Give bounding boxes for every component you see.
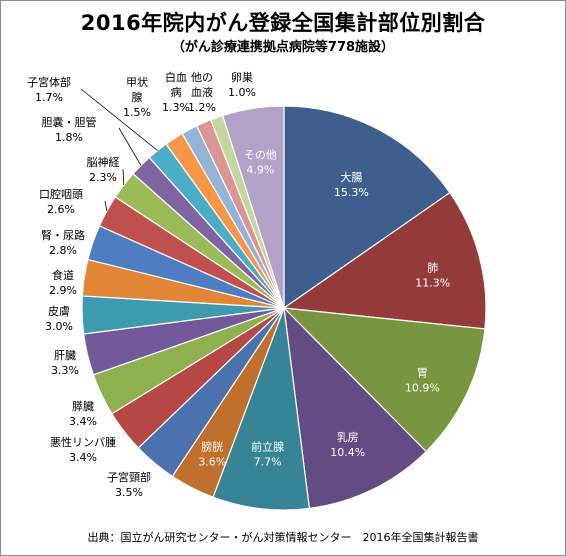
slice-value-label: 2.3% xyxy=(89,171,117,184)
pie-slice xyxy=(221,105,285,309)
chart-title: 2016年院内がん登録全国集計部位別割合 xyxy=(80,11,486,35)
slice-label: 乳房 10.4% xyxy=(330,431,365,459)
slice-value-label: 2.9% xyxy=(49,284,77,297)
slice-name-label: 肝臓 xyxy=(54,349,76,362)
slice-label: 胆嚢・胆管 1.8% xyxy=(42,115,97,144)
slice-value-label: 11.3% xyxy=(415,277,450,290)
pie-slice xyxy=(282,307,486,453)
slice-name-label: 皮膚 xyxy=(48,304,70,318)
slice-value-label: 1.3% xyxy=(162,101,190,114)
slice-name-label: 子宮頸部 xyxy=(107,470,151,484)
slice-value-label: 1.8% xyxy=(55,131,83,144)
slice-name-label: 膀胱 xyxy=(201,439,223,453)
pie-slice xyxy=(212,307,311,511)
slice-label: その他 4.9% xyxy=(244,148,277,176)
slice-name-label: 卵巣 xyxy=(231,71,253,84)
slice-name-label: 他の xyxy=(191,71,213,84)
slice-name-label: 胃 xyxy=(417,366,428,379)
slice-label: 肝臓 3.3% xyxy=(51,349,79,377)
slice-value-label: 2.8% xyxy=(49,244,77,257)
pie-slice xyxy=(283,306,428,510)
slice-value-label: 3.4% xyxy=(69,451,97,464)
slice-value-label: 3.3% xyxy=(51,364,79,377)
slice-name-label: 胆嚢・胆管 xyxy=(42,115,97,129)
slice-label: 膀胱 3.6% xyxy=(198,439,226,468)
pie-slice xyxy=(283,105,451,310)
slice-name-label: 血液 xyxy=(191,85,213,99)
slice-value-label: 1.5% xyxy=(123,106,151,119)
slice-label: 膵臓 3.4% xyxy=(69,400,97,428)
slice-name-label: 甲状 xyxy=(126,75,148,89)
chart-subtitle: （がん診療連携拠点病院等778施設） xyxy=(171,40,395,55)
leader-line xyxy=(122,168,125,186)
slice-label: 皮膚 3.0% xyxy=(45,304,73,333)
pie-slice xyxy=(282,191,487,330)
slice-name-label: 大腸 xyxy=(340,170,362,184)
slice-label: 白血病 1.3% xyxy=(162,70,190,114)
slice-name-label: 口腔咽頭 xyxy=(39,187,83,201)
slice-label: 卵巣 1.0% xyxy=(228,71,256,99)
slice-name-label: その他 xyxy=(244,148,277,161)
slice-value-label: 10.9% xyxy=(405,381,440,394)
slice-value-label: 3.5% xyxy=(115,486,143,499)
slice-label: 食道 2.9% xyxy=(49,268,77,297)
slice-value-label: 15.3% xyxy=(334,186,369,199)
slice-name-label: 前立腺 xyxy=(251,439,284,453)
slice-name-label: 病 xyxy=(171,85,182,99)
slice-value-label: 1.2% xyxy=(188,101,216,114)
source-note: 出典：国立がん研究センター・がん対策情報センター 2016年全国集計報告書 xyxy=(87,531,479,544)
slice-name-label: 腺 xyxy=(132,90,143,104)
slice-value-label: 2.6% xyxy=(47,203,75,216)
slice-value-label: 3.4% xyxy=(69,415,97,428)
slice-name-label: 悪性リンパ腫 xyxy=(50,435,116,449)
slice-value-label: 3.0% xyxy=(45,320,73,333)
slice-name-label: 膵臓 xyxy=(72,400,94,413)
slice-name-label: 脳神経 xyxy=(87,155,120,169)
slice-value-label: 4.9% xyxy=(246,163,274,176)
slice-label: 悪性リンパ腫 3.4% xyxy=(50,435,116,464)
leader-line xyxy=(80,88,158,151)
slice-label: 胃 10.9% xyxy=(405,366,440,394)
slice-label: 甲状腺 1.5% xyxy=(123,75,151,119)
leader-line xyxy=(118,127,142,166)
slice-label: 大腸 15.3% xyxy=(334,170,369,199)
slice-name-label: 白血 xyxy=(165,70,187,84)
slice-label: 脳神経 2.3% xyxy=(87,155,120,184)
slice-name-label: 食道 xyxy=(52,268,74,282)
slice-label: 口腔咽頭 2.6% xyxy=(39,187,83,216)
slice-label: 腎・尿路 2.8% xyxy=(41,229,85,257)
slice-label: 子宮体部 1.7% xyxy=(27,75,71,104)
slice-name-label: 乳房 xyxy=(337,431,359,444)
slice-value-label: 7.7% xyxy=(254,455,282,468)
slice-label: 子宮頸部 3.5% xyxy=(107,470,151,499)
slice-value-label: 1.7% xyxy=(35,91,63,104)
slice-label: 肺 11.3% xyxy=(415,262,450,290)
slice-label: 前立腺 7.7% xyxy=(251,439,284,468)
leader-line xyxy=(104,200,108,212)
slice-name-label: 子宮体部 xyxy=(27,75,71,89)
slice-name-label: 肺 xyxy=(427,262,438,275)
slice-name-label: 腎・尿路 xyxy=(41,229,85,242)
slice-value-label: 1.0% xyxy=(228,86,256,99)
slice-value-label: 10.4% xyxy=(330,446,365,459)
slice-value-label: 3.6% xyxy=(198,455,226,468)
